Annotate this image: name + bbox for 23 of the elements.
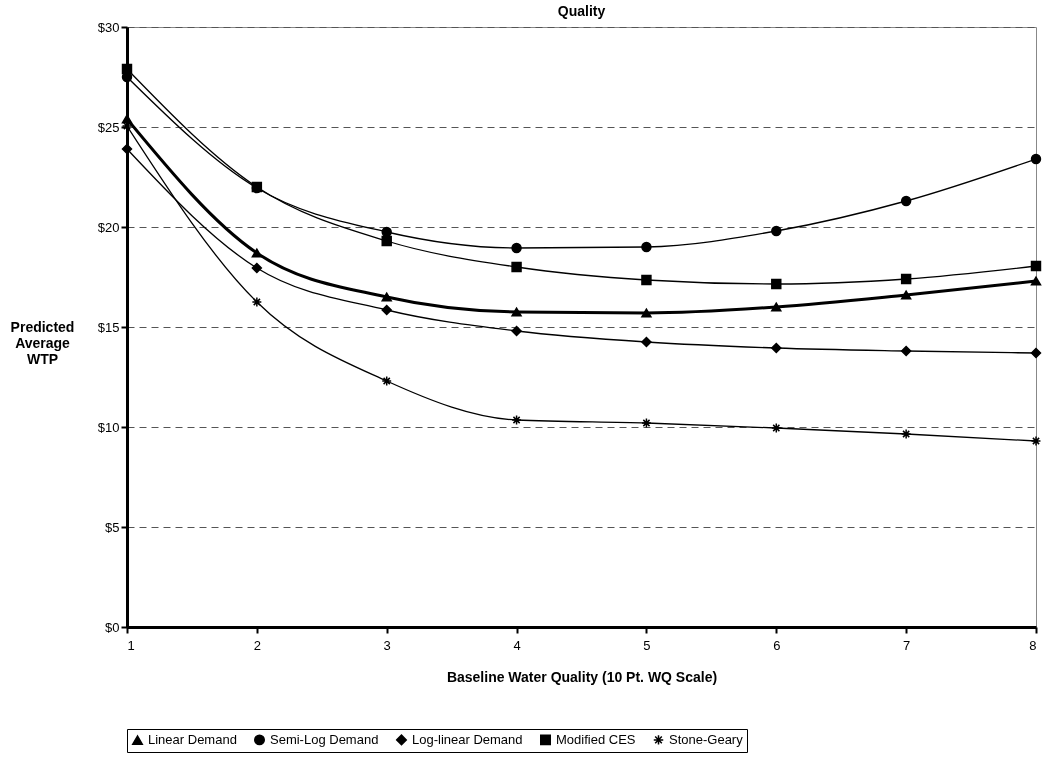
x-tick-label: 6 — [773, 637, 781, 653]
legend-label: Log-linear Demand — [412, 731, 523, 747]
y-tick-label: $25 — [97, 119, 120, 135]
x-tick-label: 2 — [253, 637, 261, 653]
legend-label: Stone-Geary — [669, 731, 744, 747]
x-tick-label: 7 — [903, 637, 911, 653]
legend-label: Modified CES — [556, 731, 636, 747]
x-tick-label: 4 — [513, 637, 521, 653]
x-tick-label: 1 — [127, 637, 135, 653]
x-tick-label: 8 — [1029, 637, 1037, 653]
y-tick-label: $30 — [97, 19, 120, 35]
y-tick-label: $10 — [97, 419, 120, 435]
legend-label: Semi-Log Demand — [270, 731, 379, 747]
y-tick-label: $5 — [105, 519, 120, 535]
x-tick-label: 3 — [383, 637, 391, 653]
y-tick-label: $20 — [97, 219, 120, 235]
legend-label: Linear Demand — [148, 732, 237, 748]
y-tick-label: $0 — [105, 619, 120, 635]
y-axis-title: Predicted Average WTP — [10, 318, 75, 367]
x-tick-label: 5 — [643, 637, 651, 653]
x-axis-title: Baseline Water Quality (10 Pt. WQ Scale) — [446, 668, 718, 685]
y-tick-label: $15 — [97, 319, 120, 335]
chart-title: Quality — [557, 3, 606, 19]
